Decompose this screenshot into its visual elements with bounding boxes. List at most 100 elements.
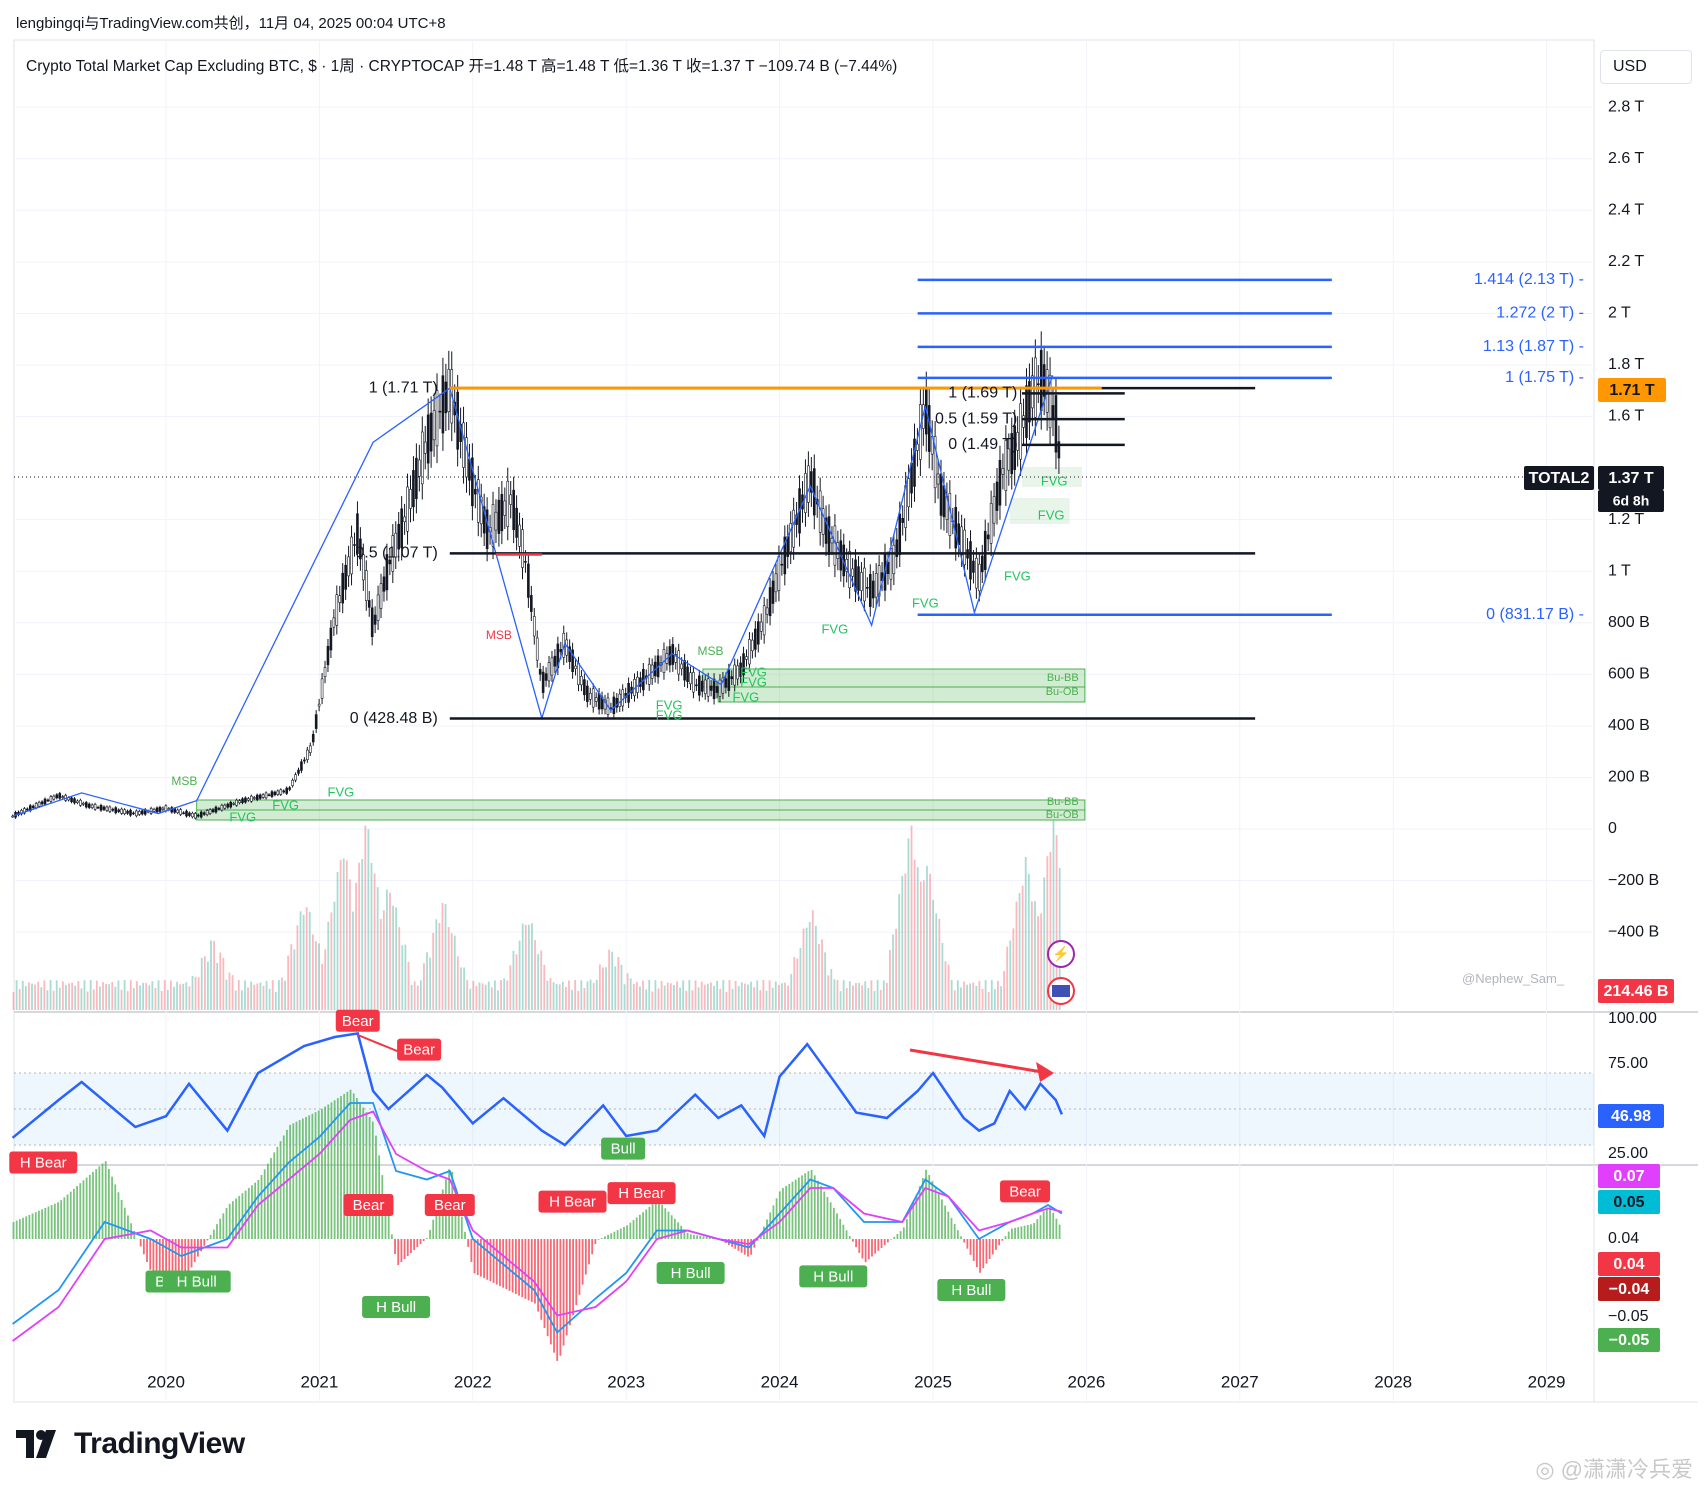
- currency-button[interactable]: USD: [1600, 50, 1692, 84]
- x-tick-label: 2020: [147, 1372, 185, 1391]
- price-candle: [31, 805, 35, 808]
- chart-meta: lengbingqi与TradingView.com共创，11月 04, 202…: [16, 15, 446, 32]
- price-candle: [279, 789, 283, 795]
- volume-bar: [271, 980, 274, 1010]
- fvg-label: FVG: [272, 797, 299, 812]
- macd-hist-bar: [635, 1217, 638, 1239]
- x-tick-label: 2023: [607, 1372, 645, 1391]
- macd-hist-bar: [117, 1192, 120, 1239]
- price-candle: [267, 794, 271, 797]
- us-flag-glyph: [1052, 985, 1070, 997]
- price-candle: [117, 809, 121, 812]
- volume-bar: [469, 988, 472, 1010]
- rsi-tick-label: 100.00: [1608, 1010, 1657, 1027]
- macd-hist-bar: [276, 1146, 279, 1239]
- volume-bar: [74, 985, 77, 1010]
- volume-bar: [148, 985, 151, 1010]
- price-candle: [194, 813, 197, 819]
- macd-hist-bar: [817, 1180, 819, 1239]
- volume-bar: [852, 985, 854, 1010]
- price-candle: [282, 790, 286, 793]
- macd-hist-bar: [346, 1091, 349, 1239]
- macd-hist-bar: [807, 1171, 810, 1239]
- macd-hist-bar: [286, 1129, 288, 1239]
- price-candle: [102, 806, 106, 810]
- price-candle: [105, 806, 109, 811]
- price-tick-label: 2.6 T: [1608, 150, 1644, 167]
- volume-bar: [129, 980, 132, 1010]
- price-candle: [123, 809, 126, 814]
- macd-hist-bar: [925, 1169, 927, 1239]
- macd-hist-bar: [626, 1225, 629, 1239]
- volume-bar: [410, 984, 413, 1010]
- price-candle: [712, 678, 716, 699]
- macd-hist-bar: [120, 1199, 123, 1239]
- price-candle: [226, 803, 230, 808]
- macd-hist-bar: [518, 1239, 520, 1296]
- macd-hist-bar: [979, 1239, 981, 1273]
- macd-hist-bar: [756, 1239, 759, 1241]
- volume-bar: [278, 980, 280, 1010]
- price-candle: [1007, 448, 1011, 471]
- macd-hist-bar: [200, 1239, 202, 1252]
- macd-hist-bar: [947, 1211, 950, 1239]
- volume-bar: [956, 980, 959, 1010]
- macd-hist-bar: [79, 1183, 82, 1239]
- macd-hist-bar: [1007, 1231, 1010, 1239]
- volume-bar: [1021, 885, 1024, 1010]
- bu-ob-zone-2020: [196, 809, 1086, 821]
- price-candle: [341, 572, 345, 604]
- macd-hist-bar: [861, 1239, 864, 1259]
- price-tick-label: 200 B: [1608, 769, 1650, 786]
- volume-bar: [990, 980, 993, 1010]
- price-candle: [724, 678, 728, 688]
- volume-bar: [500, 980, 502, 1010]
- volume-bar: [191, 975, 194, 1010]
- volume-bar: [49, 980, 52, 1010]
- price-candle: [730, 676, 734, 680]
- price-candle: [432, 410, 436, 441]
- volume-bar: [885, 982, 888, 1010]
- volume-bar: [879, 989, 882, 1010]
- macd-hist-bar: [155, 1239, 158, 1275]
- price-candle: [285, 787, 289, 794]
- volume-bar: [389, 892, 391, 1010]
- volume-bar: [99, 986, 101, 1010]
- price-candle: [485, 509, 489, 550]
- volume-bar: [497, 990, 499, 1010]
- volume-bar: [203, 956, 206, 1010]
- macd-hist-bar: [1055, 1218, 1058, 1239]
- volume-bar: [287, 955, 290, 1010]
- macd-hist-bar: [260, 1174, 263, 1239]
- macd-hist-bar: [66, 1194, 69, 1239]
- volume-bar: [89, 980, 92, 1010]
- volume-bar: [123, 980, 126, 1010]
- volume-bar: [555, 983, 558, 1010]
- volume-bar: [52, 990, 55, 1010]
- macd-hist-bar: [530, 1239, 533, 1302]
- bu-bb-label: Bu-BB: [1047, 796, 1079, 808]
- macd-hist-bar: [174, 1239, 177, 1282]
- macd-signal-label: H Bull: [951, 1282, 991, 1299]
- price-candle: [300, 761, 303, 771]
- macd-hist-bar: [375, 1135, 377, 1239]
- macd-hist-bar: [146, 1239, 148, 1262]
- macd-hist-bar: [483, 1239, 485, 1279]
- macd-hist-bar: [432, 1219, 435, 1239]
- price-candle: [96, 806, 100, 809]
- volume-bar: [743, 983, 746, 1010]
- volume-bar: [623, 984, 626, 1010]
- volume-bar: [565, 986, 567, 1010]
- volume-bar: [972, 982, 975, 1010]
- brand-logo[interactable]: TradingView: [16, 1424, 245, 1464]
- volume-bar: [981, 988, 984, 1010]
- volume-bar: [352, 911, 354, 1010]
- macd-hist-bar: [114, 1184, 117, 1239]
- volume-bar: [568, 980, 570, 1010]
- macd-hist-bar: [1023, 1225, 1026, 1239]
- volume-bar: [1030, 901, 1033, 1010]
- price-candle: [1042, 364, 1046, 397]
- macd-hist-bar: [336, 1098, 339, 1239]
